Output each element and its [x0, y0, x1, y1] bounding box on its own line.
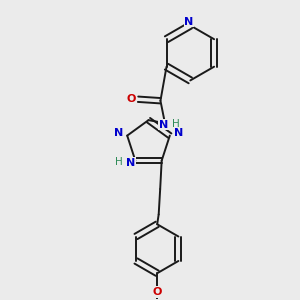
Text: N: N — [173, 128, 183, 138]
Text: N: N — [126, 158, 135, 168]
Text: N: N — [159, 120, 168, 130]
Text: H: H — [115, 157, 123, 167]
Text: O: O — [152, 287, 162, 297]
Text: N: N — [114, 128, 124, 138]
Text: H: H — [172, 119, 180, 129]
Text: N: N — [184, 16, 194, 27]
Text: O: O — [127, 94, 136, 104]
